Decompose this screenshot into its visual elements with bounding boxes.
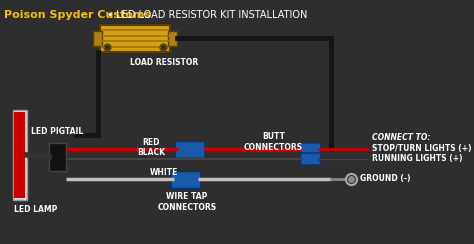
Text: WIRE TAP
CONNECTORS: WIRE TAP CONNECTORS xyxy=(157,192,216,212)
Text: Poison Spyder Customs: Poison Spyder Customs xyxy=(4,10,151,20)
Text: STOP/TURN LIGHTS (+): STOP/TURN LIGHTS (+) xyxy=(372,144,471,153)
Text: Poison Spyder Customs • LED LOAD RESISTOR KIT INSTALLATION: Poison Spyder Customs • LED LOAD RESISTO… xyxy=(4,10,322,20)
Bar xyxy=(93,31,102,46)
FancyBboxPatch shape xyxy=(171,172,201,189)
FancyBboxPatch shape xyxy=(301,143,321,155)
Text: • LED LOAD RESISTOR KIT INSTALLATION: • LED LOAD RESISTOR KIT INSTALLATION xyxy=(104,10,307,20)
Text: CONNECT TO:: CONNECT TO: xyxy=(372,133,430,142)
Bar xyxy=(14,112,26,198)
Bar xyxy=(13,110,27,200)
FancyBboxPatch shape xyxy=(301,153,321,165)
Text: RED: RED xyxy=(142,138,160,147)
Text: LOAD RESISTOR: LOAD RESISTOR xyxy=(130,58,198,67)
Text: GROUND (-): GROUND (-) xyxy=(360,174,410,183)
FancyBboxPatch shape xyxy=(175,142,205,159)
Text: RUNNING LIGHTS (+): RUNNING LIGHTS (+) xyxy=(372,154,462,163)
Text: BLACK: BLACK xyxy=(137,148,165,157)
Text: LED PIGTAIL: LED PIGTAIL xyxy=(30,128,83,136)
Bar xyxy=(100,25,170,52)
Text: LED LAMP: LED LAMP xyxy=(14,205,57,214)
Bar xyxy=(49,143,66,171)
Bar xyxy=(168,31,177,46)
Text: WHITE: WHITE xyxy=(150,168,178,177)
Text: BUTT
CONNECTORS: BUTT CONNECTORS xyxy=(244,132,303,152)
Bar xyxy=(99,23,172,54)
